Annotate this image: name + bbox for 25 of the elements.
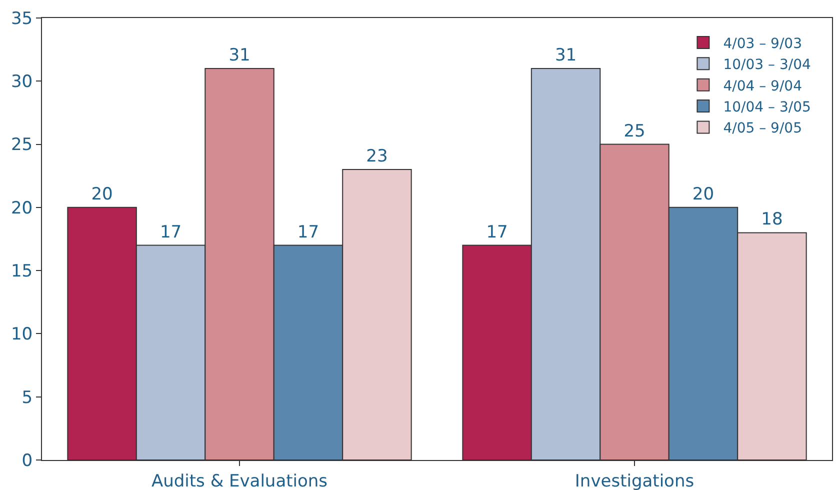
data-label: 31: [228, 46, 250, 66]
legend-label: 4/05 – 9/05: [723, 120, 802, 137]
y-tick-label: 10: [10, 324, 33, 345]
y-tick-label: 5: [22, 388, 33, 408]
data-label: 17: [486, 222, 508, 242]
y-tick-label: 25: [10, 135, 33, 156]
legend-label: 4/03 – 9/03: [723, 36, 802, 52]
data-label: 31: [554, 46, 577, 66]
data-label: 25: [624, 121, 646, 142]
y-tick-label: 35: [10, 8, 33, 29]
y-tick-label: 15: [10, 262, 33, 282]
legend-label: 10/04 – 3/05: [723, 100, 811, 116]
data-label: 17: [160, 222, 182, 242]
data-label: 20: [91, 184, 113, 204]
x-tick-label: Investigations: [574, 471, 694, 490]
x-tick-label: Audits & Evaluations: [151, 471, 328, 490]
y-tick-label: 0: [22, 450, 33, 471]
y-tick-label: 20: [10, 198, 33, 218]
data-label: 23: [366, 146, 388, 167]
legend-label: 4/04 – 9/04: [723, 78, 802, 94]
data-label: 17: [297, 222, 320, 242]
data-label: 18: [761, 210, 783, 230]
y-tick-label: 30: [10, 72, 33, 92]
data-label: 20: [692, 184, 714, 204]
legend-label: 10/03 – 3/04: [723, 57, 811, 74]
